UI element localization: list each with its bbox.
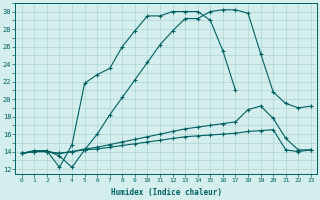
X-axis label: Humidex (Indice chaleur): Humidex (Indice chaleur) xyxy=(111,188,222,197)
